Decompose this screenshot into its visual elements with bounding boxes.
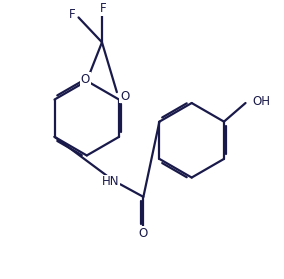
Text: F: F <box>69 8 76 21</box>
Text: OH: OH <box>252 95 270 108</box>
Text: F: F <box>100 2 107 15</box>
Text: O: O <box>81 73 90 86</box>
Text: O: O <box>139 227 148 240</box>
Text: O: O <box>120 90 129 103</box>
Text: HN: HN <box>101 175 119 188</box>
